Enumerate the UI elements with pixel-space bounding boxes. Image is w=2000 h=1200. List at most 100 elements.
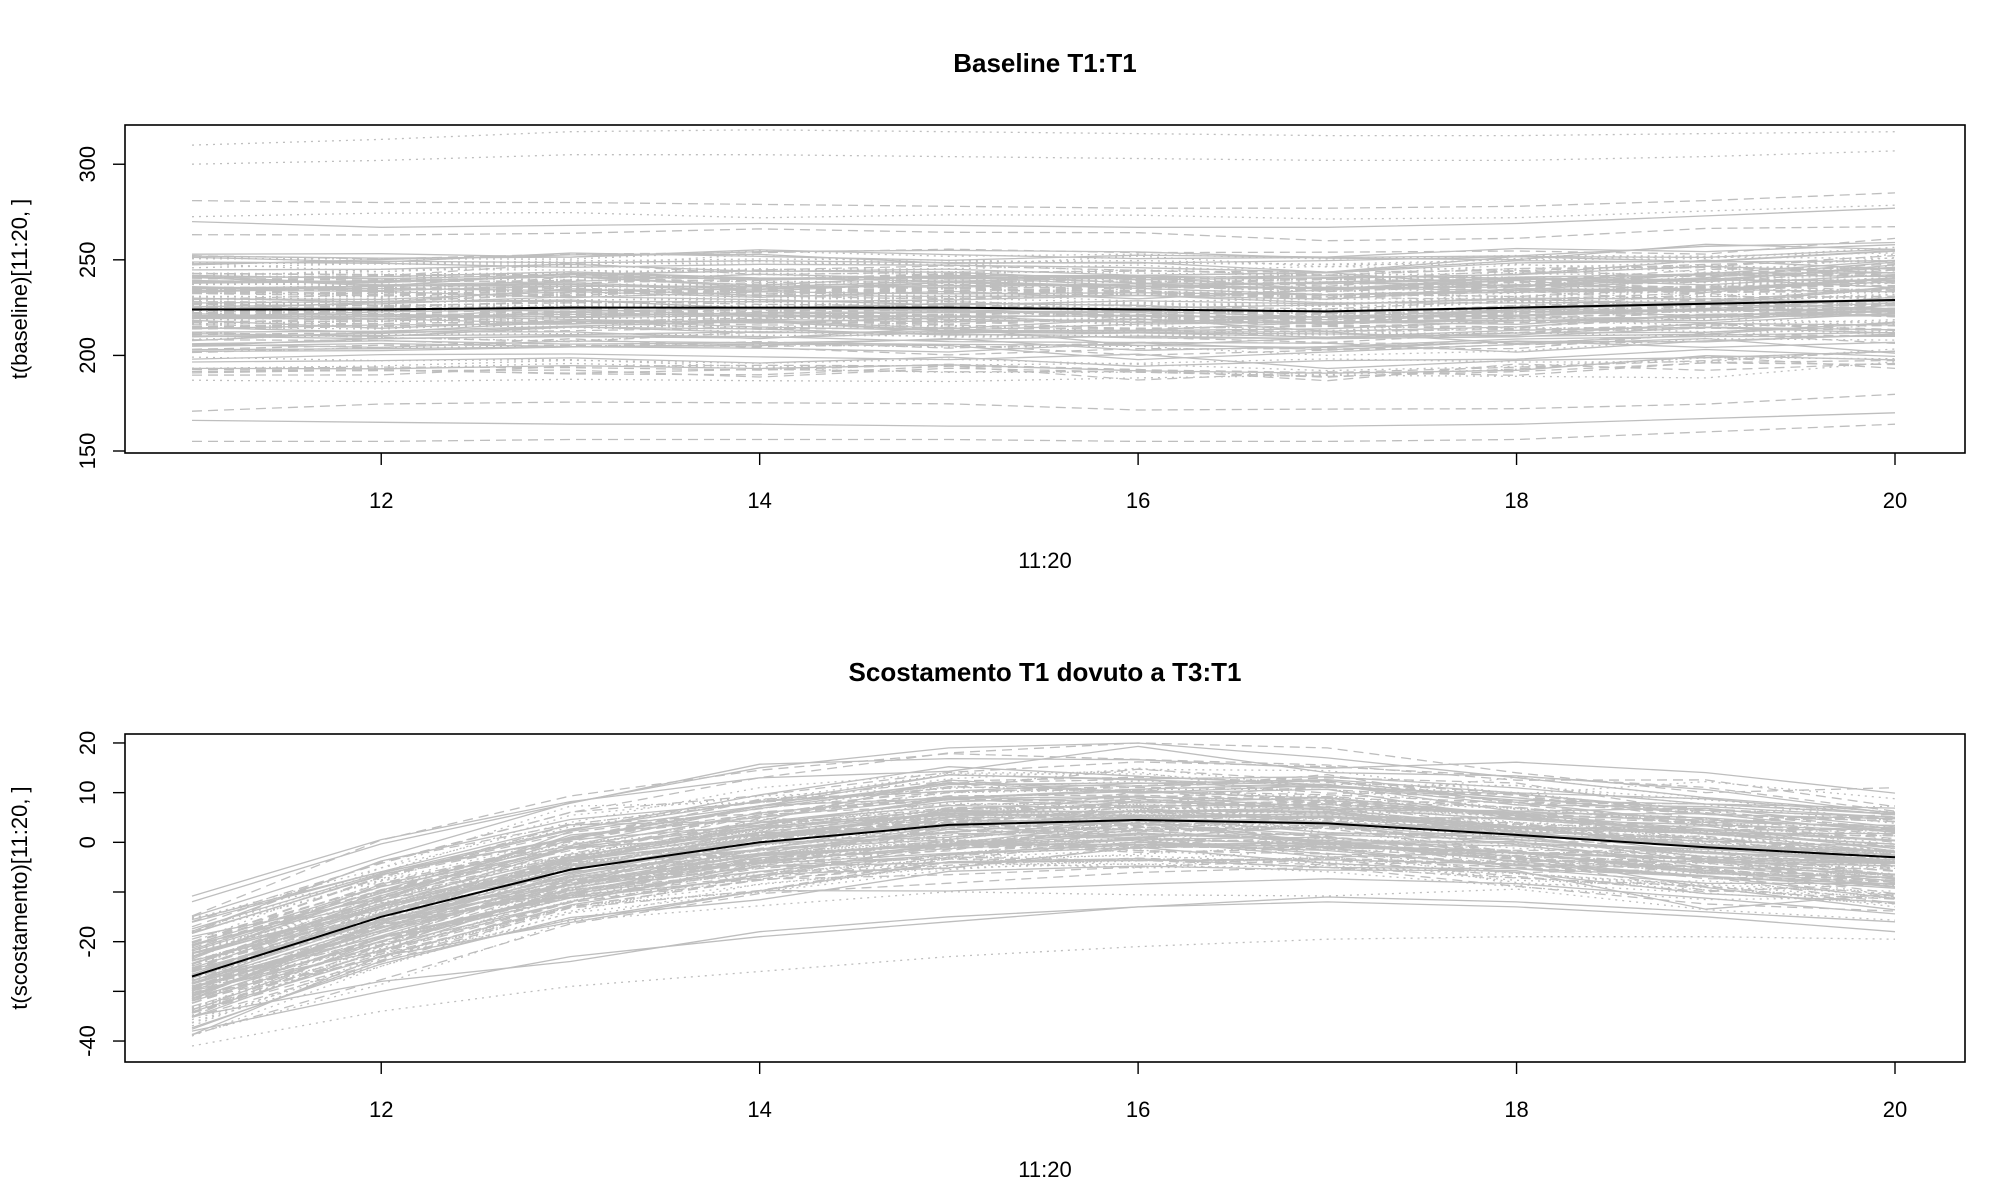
baseline-background-series-line [191, 300, 1896, 315]
baseline-y-tick-label: 150 [75, 433, 100, 470]
scostamento-y-tick-label: 10 [75, 780, 100, 804]
scostamento-background-series-line [191, 809, 1896, 984]
baseline-y-tick-label: 200 [75, 337, 100, 374]
baseline-panel: Baseline T1:T1 12 14 16 18 20 150 200 250 300 1… [7, 48, 1966, 573]
scostamento-background-series-line [191, 805, 1896, 952]
baseline-background-series-line [191, 267, 1896, 284]
baseline-series-line [191, 192, 1896, 209]
baseline-background-series-line [191, 350, 1896, 370]
scostamento-background-series-line [191, 844, 1896, 1018]
scostamento-y-axis: -40 -20 0 10 20 [75, 731, 125, 1057]
baseline-x-tick-label: 14 [747, 488, 771, 513]
baseline-background-series-line [191, 356, 1896, 378]
scostamento-background-series-line [191, 779, 1896, 921]
baseline-background-series-line [191, 313, 1896, 333]
scostamento-background-series-line [191, 865, 1896, 1029]
scostamento-y-tick-label: 0 [75, 836, 100, 848]
scostamento-plot-lines [191, 742, 1896, 1047]
scostamento-background-series-line [191, 810, 1896, 990]
baseline-background-series-line [191, 309, 1896, 324]
scostamento-background-series-line [191, 821, 1896, 976]
baseline-x-axis-label: 11:20 [1018, 548, 1071, 573]
baseline-background-series-line [191, 332, 1896, 356]
scostamento-background-series-line [191, 779, 1896, 923]
scostamento-background-series-line [191, 802, 1896, 952]
scostamento-background-series-line [191, 798, 1896, 965]
baseline-background-series-line [191, 281, 1896, 299]
baseline-x-tick-label: 12 [369, 488, 393, 513]
baseline-chart-title: Baseline T1:T1 [953, 48, 1137, 78]
baseline-background-series-line [191, 322, 1896, 347]
scostamento-background-series-line [191, 786, 1896, 943]
scostamento-mean-series-line [191, 818, 1896, 978]
scostamento-background-series-line [191, 768, 1896, 943]
scostamento-background-series-line [191, 778, 1896, 930]
baseline-background-series-line [191, 260, 1896, 273]
baseline-background-series-line [191, 340, 1896, 353]
baseline-x-tick-label: 18 [1504, 488, 1528, 513]
scostamento-background-series-line [191, 847, 1896, 1010]
baseline-y-tick-label: 300 [75, 146, 100, 183]
baseline-background-series-line [191, 288, 1896, 303]
baseline-x-tick-label: 16 [1126, 488, 1150, 513]
scostamento-y-tick-label: -40 [75, 1025, 100, 1057]
scostamento-background-series-line [191, 783, 1896, 938]
baseline-series-line [191, 412, 1896, 427]
scostamento-background-series-line [191, 795, 1896, 947]
scostamento-x-axis: 12 14 16 18 20 [369, 1062, 1907, 1122]
baseline-background-series-line [191, 277, 1896, 294]
scostamento-background-series-line [191, 833, 1896, 1002]
scostamento-background-series-line [191, 831, 1896, 994]
baseline-background-series-line [191, 298, 1896, 322]
scostamento-background-series-line [191, 836, 1896, 1004]
baseline-background-series-line [191, 334, 1896, 353]
baseline-background-series-line [191, 322, 1896, 339]
scostamento-plot-frame [124, 733, 1966, 1063]
baseline-background-series-line [191, 312, 1896, 332]
scostamento-background-series-line [191, 745, 1896, 897]
baseline-background-series-line [191, 254, 1896, 276]
baseline-background-series-line [191, 348, 1896, 367]
baseline-background-series-line [191, 311, 1896, 330]
baseline-background-series-line [191, 362, 1896, 378]
scostamento-background-series-line [191, 844, 1896, 1000]
scostamento-background-series-line [191, 788, 1896, 959]
scostamento-background-series-line [191, 814, 1896, 985]
baseline-y-tick-label: 250 [75, 241, 100, 278]
baseline-background-series-line [191, 333, 1896, 356]
scostamento-chart-title: Scostamento T1 dovuto a T3:T1 [849, 657, 1242, 687]
baseline-background-series-line [191, 309, 1896, 325]
baseline-background-series-line [191, 243, 1896, 261]
baseline-background-series-line [191, 250, 1896, 265]
scostamento-background-series-line [191, 861, 1896, 1021]
scostamento-x-tick-label: 20 [1883, 1097, 1907, 1122]
scostamento-series-line [191, 936, 1896, 1047]
baseline-background-series-line [191, 327, 1896, 344]
baseline-series-line [192, 423, 1896, 443]
baseline-background-series-line [191, 280, 1896, 305]
scostamento-background-series-line [191, 849, 1896, 1037]
scostamento-background-series-line [191, 798, 1896, 949]
baseline-background-series-line [191, 359, 1896, 381]
scostamento-x-tick-label: 12 [369, 1097, 393, 1122]
baseline-background-series-line [191, 333, 1896, 349]
scostamento-y-axis-label: t(scostamento)[11:20, ] [7, 786, 32, 1009]
baseline-y-axis: 150 200 250 300 [75, 146, 125, 470]
scostamento-background-series-line [191, 888, 1896, 1036]
baseline-background-series-line [191, 308, 1896, 319]
scostamento-series-line [191, 901, 1896, 1017]
baseline-background-series-line [191, 278, 1896, 297]
scostamento-background-series-line [191, 844, 1896, 1009]
baseline-background-series-line [191, 286, 1896, 304]
baseline-plot-lines [191, 129, 1896, 443]
scostamento-y-tick-label: 20 [75, 731, 100, 755]
scostamento-y-tick-label: -20 [75, 926, 100, 958]
scostamento-background-series-line [191, 761, 1896, 923]
scostamento-background-series-line [191, 773, 1896, 946]
scostamento-series-line [191, 742, 1896, 918]
scostamento-background-series-line [191, 752, 1896, 917]
scostamento-x-tick-label: 14 [747, 1097, 771, 1122]
scostamento-background-series-line [191, 785, 1896, 943]
